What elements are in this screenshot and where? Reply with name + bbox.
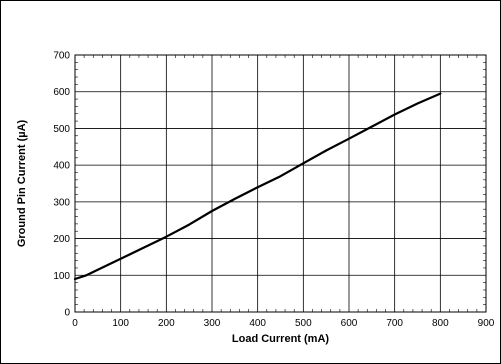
y-axis-title: Ground Pin Current (µA): [16, 120, 28, 248]
x-tick-label: 900: [478, 318, 495, 329]
y-tick-label: 0: [64, 308, 70, 319]
y-tick-label: 300: [53, 197, 70, 208]
x-axis-title: Load Current (mA): [232, 333, 330, 345]
x-tick-labels: 0 100 200 300 400 500 600 700 800 900: [72, 318, 495, 329]
y-tick-label: 500: [53, 124, 70, 135]
grid-lines: [74, 54, 487, 313]
x-tick-label: 800: [432, 318, 449, 329]
x-tick-label: 100: [112, 318, 129, 329]
series-line: [73, 92, 442, 281]
plot-area: [74, 54, 487, 313]
x-tick-label: 400: [249, 318, 266, 329]
x-tick-label: 700: [386, 318, 403, 329]
minor-ticks: [75, 55, 486, 312]
x-tick-label: 600: [341, 318, 358, 329]
x-tick-label: 300: [204, 318, 221, 329]
x-tick-label: 500: [295, 318, 312, 329]
y-tick-labels: 0 100 200 300 400 500 600 700: [53, 51, 70, 319]
y-tick-label: 400: [53, 161, 70, 172]
y-tick-label: 700: [53, 51, 70, 62]
x-tick-label: 0: [72, 318, 78, 329]
series-layer: [73, 92, 442, 281]
x-tick-label: 200: [158, 318, 175, 329]
y-tick-label: 600: [53, 87, 70, 98]
y-tick-label: 200: [53, 234, 70, 245]
y-tick-label: 100: [53, 271, 70, 282]
